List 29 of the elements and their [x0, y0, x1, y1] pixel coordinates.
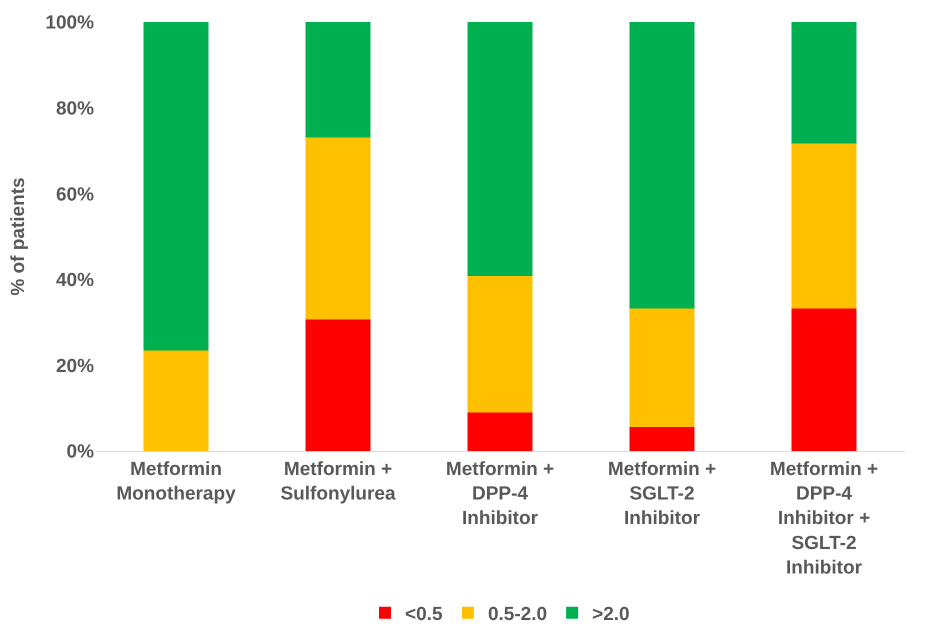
bar	[792, 22, 856, 144]
bar	[630, 22, 694, 309]
legend-label: >2.0	[592, 604, 630, 626]
y-tick-label: 0%	[66, 442, 94, 463]
legend-label: 0.5-2.0	[488, 604, 548, 626]
y-tick-label: 60%	[56, 184, 94, 206]
bar	[306, 22, 370, 138]
x-tick-label: Metformin + SGLT-2 Inhibitor	[608, 458, 716, 530]
bar	[468, 412, 532, 451]
bar	[306, 137, 370, 320]
bar	[630, 426, 694, 451]
bar	[306, 320, 370, 451]
x-tick-label: Metformin + DPP-4 Inhibitor	[446, 458, 554, 530]
y-tick-label: 20%	[56, 356, 94, 377]
bar	[144, 350, 208, 451]
x-tick-label: Metformin + Sulfonylurea	[280, 458, 396, 504]
x-tick-label: Metformin Monotherapy	[116, 458, 236, 504]
bar	[792, 143, 856, 309]
bar	[468, 276, 532, 412]
y-tick-label: 40%	[56, 270, 94, 292]
x-tick-label: Metformin + DPP-4 Inhibitor + SGLT-2 Inhibitor	[770, 458, 878, 579]
y-axis-title: % of patients	[8, 177, 30, 296]
legend-label: <0.5	[405, 604, 443, 626]
y-tick-label: 100%	[45, 12, 94, 34]
bar	[630, 308, 694, 427]
bar	[792, 308, 856, 451]
bar	[468, 22, 532, 276]
y-tick-label: 80%	[56, 98, 94, 120]
bar	[144, 22, 208, 351]
